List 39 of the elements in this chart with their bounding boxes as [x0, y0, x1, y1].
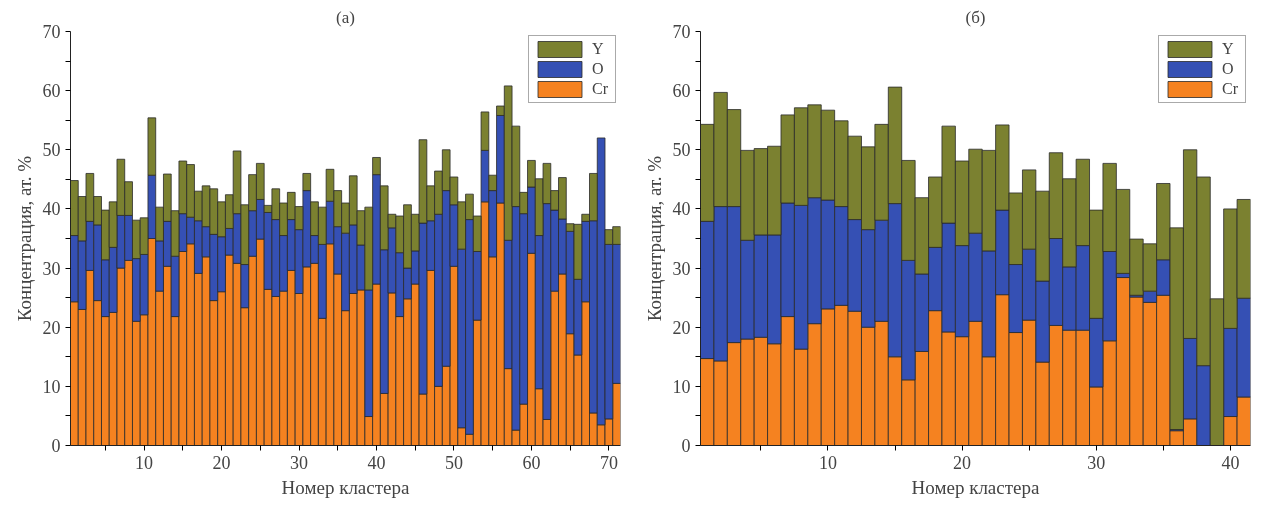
y-tick-label: 40: [42, 199, 61, 220]
x-tick-label: 40: [367, 452, 386, 473]
legend-label: Y: [1222, 39, 1235, 59]
y-axis-title: Концентрация, ат. %: [13, 155, 35, 322]
x-tick-label: 70: [599, 452, 618, 473]
x-tick-label: 30: [1087, 452, 1106, 473]
x-tick-label: 20: [212, 452, 231, 473]
y-axis-title: Концентрация, ат. %: [643, 155, 665, 322]
y-tick-label: 70: [42, 22, 61, 42]
x-tick-label: 50: [444, 452, 463, 473]
legend-label: Cr: [1222, 79, 1239, 99]
y-tick-label: 50: [42, 140, 61, 161]
x-axis-title: Номер кластера: [911, 476, 1040, 498]
x-tick-label: 10: [135, 452, 154, 473]
y-tick-label: 30: [42, 258, 61, 279]
y-tick-label: 70: [672, 22, 691, 42]
chart-title: (б): [965, 7, 986, 27]
y-tick-label: 20: [672, 317, 691, 338]
x-tick-label: 10: [818, 452, 837, 473]
x-axis-title: Номер кластера: [281, 476, 410, 498]
chart-title: (a): [336, 7, 355, 27]
y-tick-label: 0: [51, 436, 61, 456]
legend-label: Y: [592, 39, 605, 59]
y-tick-label: 10: [672, 376, 691, 397]
x-tick-label: 20: [953, 452, 972, 473]
x-tick-label: 30: [290, 452, 309, 473]
y-tick-label: 60: [672, 81, 691, 102]
y-tick-label: 40: [672, 199, 691, 220]
legend-label: O: [1222, 59, 1235, 79]
y-tick-label: 30: [672, 258, 691, 279]
y-tick-label: 10: [42, 376, 61, 397]
y-tick-label: 0: [681, 436, 691, 456]
y-tick-label: 20: [42, 317, 61, 338]
legend-label: Cr: [592, 79, 609, 99]
y-tick-label: 50: [672, 140, 691, 161]
y-tick-label: 60: [42, 81, 61, 102]
x-tick-label: 60: [522, 452, 541, 473]
legend-label: O: [592, 59, 605, 79]
x-tick-label: 40: [1221, 452, 1240, 473]
